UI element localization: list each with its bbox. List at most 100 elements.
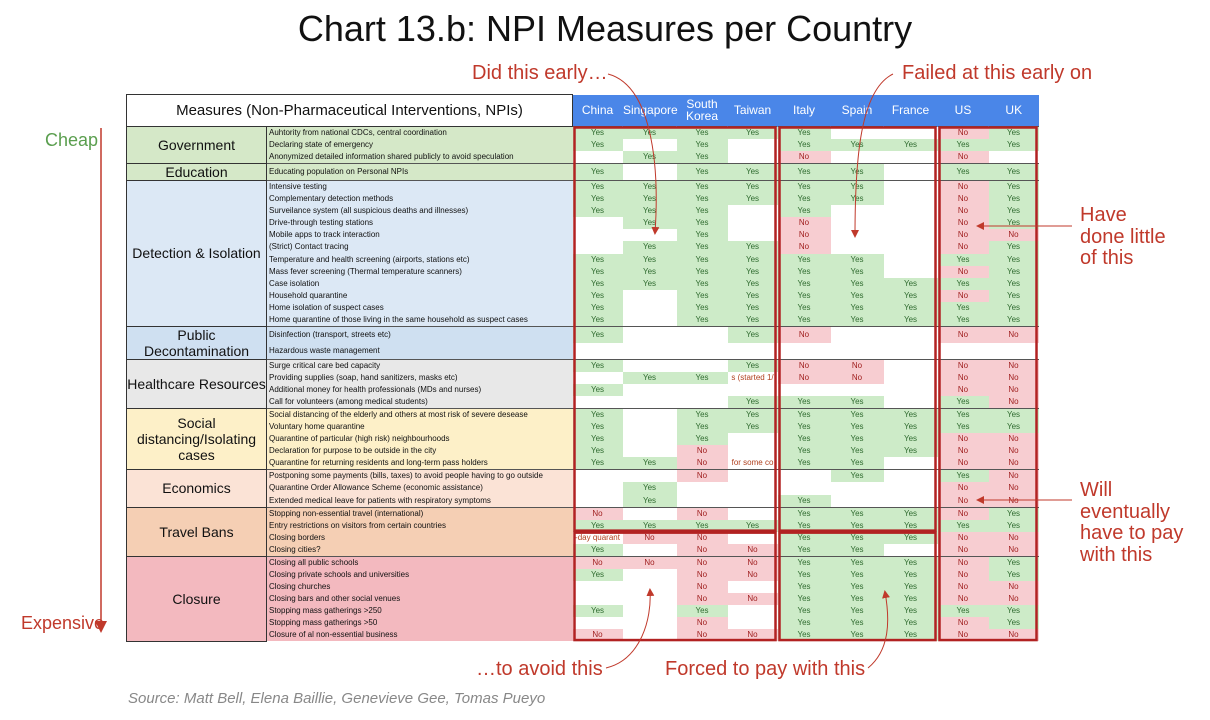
value-cell: No <box>937 592 989 605</box>
value-cell: No <box>937 265 989 278</box>
value-cell: Yes <box>676 433 728 446</box>
value-cell <box>622 359 677 373</box>
value-cell <box>988 151 1039 164</box>
value-cell <box>572 616 623 630</box>
table-row: Voluntary home quarantine Yes Yes Yes Yes Yes… <box>127 421 1039 434</box>
value-cell: Yes <box>830 301 884 314</box>
value-cell <box>883 372 938 385</box>
measure-cell: Anonymized detailed information shared p… <box>266 151 573 164</box>
value-cell: Yes <box>988 555 1039 569</box>
value-cell: No <box>830 372 884 385</box>
value-cell: Yes <box>777 555 831 569</box>
value-cell: No <box>937 241 989 254</box>
value-cell: Yes <box>988 313 1039 327</box>
value-cell: Yes <box>572 205 623 218</box>
value-cell: No <box>937 217 989 230</box>
value-cell: Yes <box>777 301 831 314</box>
category-cell: Detection & Isolation <box>126 180 267 327</box>
value-cell: Yes <box>988 568 1039 581</box>
value-cell <box>883 325 938 343</box>
value-cell: Yes <box>622 241 677 254</box>
category-cell: Economics <box>126 469 267 508</box>
measure-cell: Case isolation <box>266 277 573 290</box>
category-cell: Closure <box>126 555 267 642</box>
value-cell: No <box>937 580 989 593</box>
value-cell: No <box>988 580 1039 593</box>
value-cell: No <box>937 457 989 470</box>
value-cell <box>727 139 778 152</box>
value-cell: Yes <box>988 163 1039 181</box>
value-cell: Yes <box>777 253 831 266</box>
value-cell: Yes <box>777 506 831 520</box>
value-cell: Yes <box>727 396 778 409</box>
category-cell: Healthcare Resources <box>126 358 267 410</box>
value-cell: Yes <box>830 396 884 409</box>
value-cell: Yes <box>572 519 623 532</box>
value-cell <box>883 469 938 483</box>
value-cell: No <box>727 629 778 642</box>
value-cell: Yes <box>676 241 728 254</box>
value-cell: No <box>676 580 728 593</box>
measure-cell: Quarantine Order Allowance Scheme (econo… <box>266 482 573 495</box>
measure-cell: Intensive testing <box>266 180 573 194</box>
table-row: Closing borders -day quarant No No Yes Yes Yes… <box>127 531 1039 544</box>
value-cell: No <box>988 531 1039 544</box>
value-cell: Yes <box>622 217 677 230</box>
value-cell: Yes <box>777 580 831 593</box>
value-cell: No <box>676 568 728 581</box>
value-cell: Yes <box>572 433 623 446</box>
value-cell: Yes <box>883 580 938 593</box>
value-cell: Yes <box>830 555 884 569</box>
value-cell <box>727 604 778 617</box>
measures-header: Measures (Non-Pharmaceutical Interventio… <box>126 94 573 127</box>
value-cell: No <box>988 433 1039 446</box>
value-cell: Yes <box>727 180 778 194</box>
table-row: Quarantine of particular (high risk) nei… <box>127 433 1039 446</box>
value-cell <box>830 384 884 397</box>
value-cell: Yes <box>572 359 623 373</box>
table-row: Home quarantine of those living in the s… <box>127 313 1039 327</box>
value-cell <box>883 229 938 242</box>
npi-table: Measures (Non-Pharmaceutical Interventio… <box>126 94 1039 642</box>
table-row: Closure of al non-essential business No No… <box>127 629 1039 642</box>
value-cell <box>622 163 677 181</box>
value-cell: Yes <box>676 301 728 314</box>
value-cell: Yes <box>777 543 831 557</box>
value-cell: Yes <box>727 265 778 278</box>
value-cell: No <box>937 543 989 557</box>
value-cell: Yes <box>676 421 728 434</box>
value-cell <box>883 265 938 278</box>
value-cell <box>883 342 938 360</box>
measure-cell: Quarantine of particular (high risk) nei… <box>266 433 573 446</box>
value-cell: Yes <box>777 592 831 605</box>
table-row: Stopping mass gatherings >250 Yes Yes Yes Ye… <box>127 604 1039 617</box>
measure-cell: Surge critical care bed capacity <box>266 359 573 373</box>
category-cell: Travel Bans <box>126 506 267 557</box>
value-cell: Yes <box>777 604 831 617</box>
value-cell <box>622 313 677 327</box>
value-cell: No <box>988 396 1039 409</box>
annotation-failed-early: Failed at this early on <box>902 62 1093 84</box>
value-cell: No <box>777 325 831 343</box>
measure-cell: Extended medical leave for patients with… <box>266 494 573 508</box>
value-cell: Yes <box>883 616 938 630</box>
value-cell <box>883 359 938 373</box>
value-cell <box>572 229 623 242</box>
failed-early-arrow <box>851 73 894 238</box>
measure-cell: Providing supplies (soap, hand sanitizer… <box>266 372 573 385</box>
value-cell <box>727 229 778 242</box>
value-cell: No <box>988 457 1039 470</box>
value-cell: Yes <box>988 421 1039 434</box>
value-cell: Yes <box>830 629 884 642</box>
value-cell: Yes <box>988 180 1039 194</box>
value-cell <box>622 421 677 434</box>
table-row: Quarantine Order Allowance Scheme (econo… <box>127 482 1039 495</box>
value-cell: Yes <box>883 289 938 302</box>
value-cell: Yes <box>883 301 938 314</box>
value-cell: No <box>937 289 989 302</box>
country-header: South Korea <box>676 94 728 127</box>
measure-cell: Temperature and health screening (airpor… <box>266 253 573 266</box>
value-cell: Yes <box>830 543 884 557</box>
table-row: Closing private schools and universities… <box>127 568 1039 581</box>
value-cell: Yes <box>676 265 728 278</box>
